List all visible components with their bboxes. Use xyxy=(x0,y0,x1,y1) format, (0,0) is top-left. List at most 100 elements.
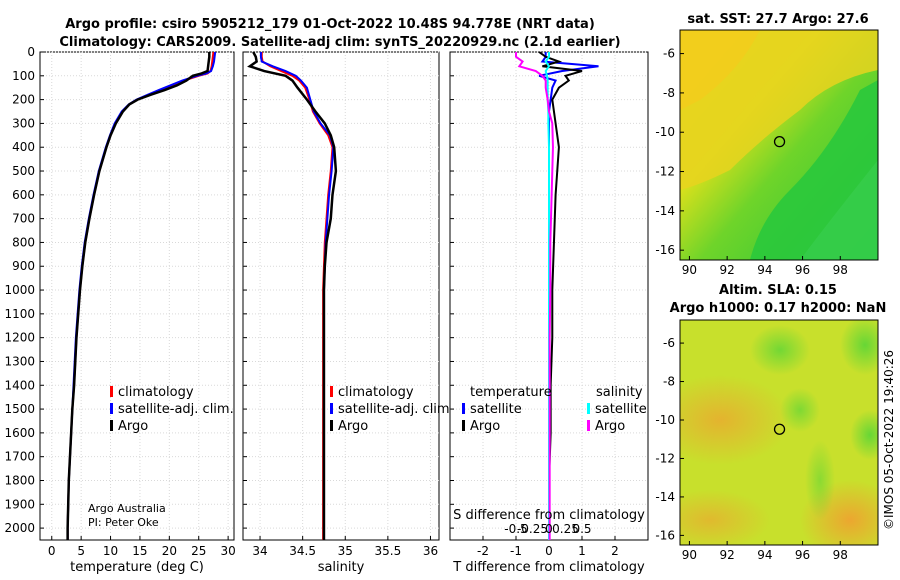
sla-map-title-line1: Altim. SLA: 0.15 xyxy=(719,283,837,298)
map-xtick-label: 94 xyxy=(757,548,772,562)
legend-title-temperature: temperature xyxy=(470,385,552,400)
series-line-argo xyxy=(66,52,211,540)
ytick-label: 1700 xyxy=(4,450,35,464)
ytick-label: 900 xyxy=(12,259,35,273)
ytick-label: 1500 xyxy=(4,402,35,416)
s-tick-label: 0.25 xyxy=(552,522,579,536)
sst-map-panel: sat. SST: 27.7 Argo: 27.6 90 92 94 96 98 -6 -8… xyxy=(655,12,879,277)
xtick-label: 2 xyxy=(611,544,619,558)
map-ytick-label: -6 xyxy=(663,336,675,350)
xtick-label: 30 xyxy=(220,544,235,558)
map-ytick-label: -16 xyxy=(655,243,675,257)
map-ytick-label: -8 xyxy=(663,375,675,389)
sla-map-title-line2: Argo h1000: 0.17 h2000: NaN xyxy=(670,301,887,316)
xtick-label: 15 xyxy=(132,544,147,558)
s-tick-label: -0.25 xyxy=(517,522,548,536)
ytick-label: 100 xyxy=(12,69,35,83)
sst-map-title: sat. SST: 27.7 Argo: 27.6 xyxy=(687,12,868,27)
temperature-xlabel: temperature (deg C) xyxy=(70,560,204,575)
sst-float-marker xyxy=(773,136,786,148)
xtick-label: 25 xyxy=(191,544,206,558)
ytick-label: 400 xyxy=(12,140,35,154)
salinity-legend: climatology satellite-adj. clim. Argo xyxy=(330,385,454,434)
ytick-label: 1900 xyxy=(4,497,35,511)
legend-label-sal-argo: Argo xyxy=(595,419,625,434)
legend-title-salinity: salinity xyxy=(596,385,643,400)
figure-title-line2: Climatology: CARS2009. Satellite-adj cli… xyxy=(59,35,620,50)
temperature-ticks: 0100200300400500600700800900100011001200… xyxy=(4,45,235,558)
sla-float-marker xyxy=(773,423,786,435)
legend-mark-argo xyxy=(110,420,113,431)
sst-map-ticks: 90 92 94 96 98 -6 -8 -10 -12 -14 -16 xyxy=(655,47,848,277)
sla-map-frame xyxy=(679,319,879,546)
legend-label-climatology: climatology xyxy=(338,385,414,400)
legend-mark-temp-satellite xyxy=(462,403,465,414)
ytick-label: 600 xyxy=(12,188,35,202)
s-tick-label: 0.5 xyxy=(572,522,591,536)
legend-label-satellite: satellite-adj. clim. xyxy=(118,402,234,417)
salinity-lines xyxy=(247,51,338,540)
differences-legend: temperature satellite Argo salinity sate… xyxy=(462,385,647,434)
differences-xlabel: T difference from climatology xyxy=(452,560,645,575)
ytick-label: 1100 xyxy=(4,307,35,321)
ytick-label: 1400 xyxy=(4,378,35,392)
salinity-diff-ticklabels: -0.5-0.250 0.250.5 xyxy=(504,522,591,536)
legend-label-sal-satellite: satellite xyxy=(595,402,647,417)
xtick-label: 20 xyxy=(162,544,177,558)
xtick-label: 1 xyxy=(578,544,586,558)
map-xtick-label: 90 xyxy=(682,548,697,562)
map-ytick-label: -12 xyxy=(655,165,675,179)
map-xtick-label: 98 xyxy=(833,263,848,277)
temperature-panel: 0100200300400500600700800900100011001200… xyxy=(4,45,235,575)
legend-label-climatology: climatology xyxy=(118,385,194,400)
map-ytick-label: -6 xyxy=(663,47,675,61)
legend-mark-satellite xyxy=(110,403,113,414)
ytick-label: 1200 xyxy=(4,331,35,345)
salinity-ticks: 34 34.5 35 35.5 36 xyxy=(243,51,438,558)
ytick-label: 800 xyxy=(12,235,35,249)
differences-lines xyxy=(515,51,599,540)
xtick-label: 5 xyxy=(77,544,85,558)
temperature-lines xyxy=(66,51,217,540)
map-xtick-label: 94 xyxy=(757,263,772,277)
map-xtick-label: 92 xyxy=(720,548,735,562)
legend-mark-sal-argo xyxy=(587,420,590,431)
ytick-label: 1800 xyxy=(4,473,35,487)
map-xtick-label: 90 xyxy=(682,263,697,277)
ytick-label: 2000 xyxy=(4,521,35,535)
map-xtick-label: 96 xyxy=(795,263,810,277)
ytick-label: 0 xyxy=(27,45,35,59)
map-ytick-label: -10 xyxy=(655,125,675,139)
map-ytick-label: -14 xyxy=(655,490,675,504)
figure-title-line1: Argo profile: csiro 5905212_179 01-Oct-2… xyxy=(65,17,595,32)
map-ytick-label: -12 xyxy=(655,451,675,465)
xtick-label: 0 xyxy=(48,544,56,558)
legend-label-temp-satellite: satellite xyxy=(470,402,522,417)
map-ytick-label: -8 xyxy=(663,86,675,100)
legend-mark-climatology xyxy=(330,386,333,397)
map-ytick-label: -10 xyxy=(655,413,675,427)
s-tick-label: 0 xyxy=(545,522,553,536)
ytick-label: 1600 xyxy=(4,426,35,440)
salinity-panel: 34 34.5 35 35.5 36 salinity climatology sate… xyxy=(242,51,454,575)
ytick-label: 300 xyxy=(12,116,35,130)
ytick-label: 1000 xyxy=(4,283,35,297)
xtick-label: 0 xyxy=(545,544,553,558)
xtick-label: 36 xyxy=(423,544,438,558)
s-tick-label: -0.5 xyxy=(504,522,527,536)
xtick-label: 34.5 xyxy=(289,544,316,558)
imos-timestamp: ©IMOS 05-Oct-2022 19:40:26 xyxy=(882,350,896,530)
salinity-grid xyxy=(243,51,439,540)
legend-label-satellite: satellite-adj. clim. xyxy=(338,402,454,417)
differences-xlabel-top: S difference from climatology xyxy=(453,508,645,523)
salinity-axes-frame xyxy=(242,51,440,541)
legend-label-argo: Argo xyxy=(118,419,148,434)
xtick-label: 34 xyxy=(252,544,267,558)
sla-map-ticks: 90 92 94 96 98 -6 -8 -10 -12 -14 -16 xyxy=(655,336,848,562)
ytick-label: 1300 xyxy=(4,354,35,368)
xtick-label: 35 xyxy=(338,544,353,558)
xtick-label: -1 xyxy=(510,544,522,558)
legend-mark-argo xyxy=(330,420,333,431)
credit-line1: Argo Australia xyxy=(88,502,166,515)
